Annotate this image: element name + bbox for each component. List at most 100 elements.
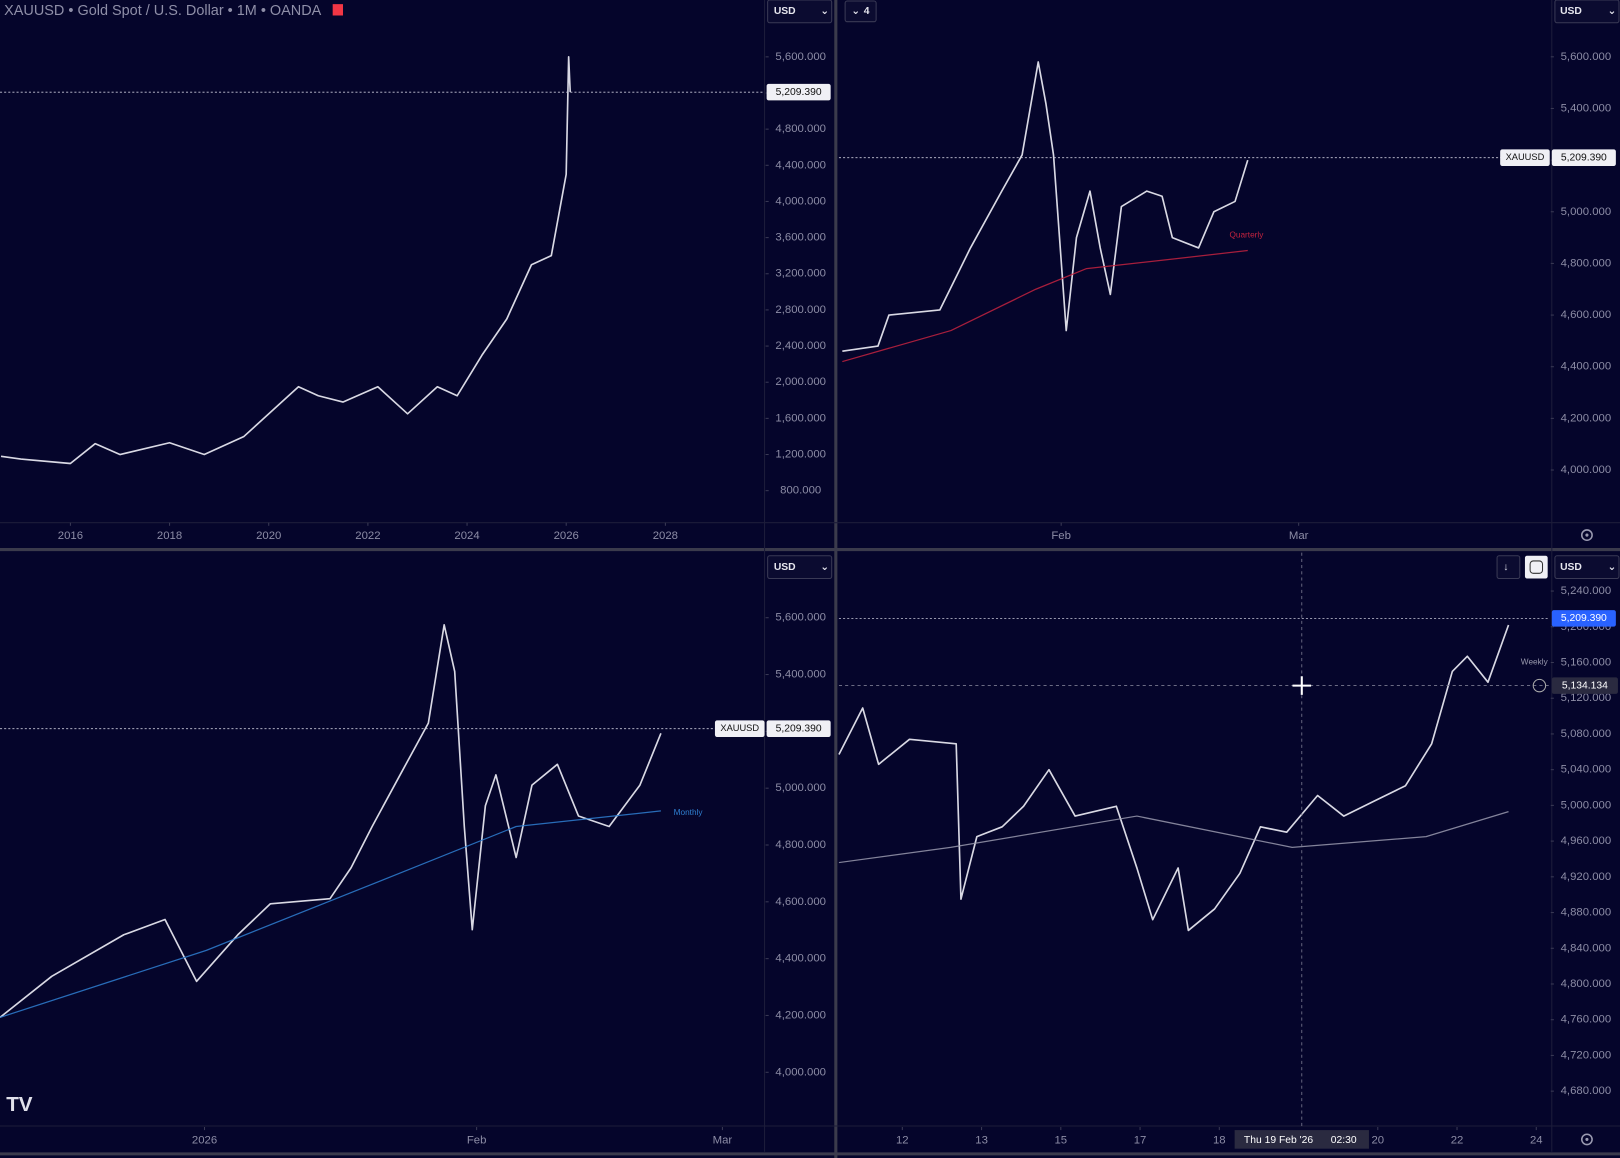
price-line [838,624,1510,932]
y-tick-label: 5,000.000 [1561,206,1612,218]
symbol-title: XAUUSD • Gold Spot / U.S. Dollar • 1M • … [4,3,322,19]
annotation: Monthly [674,808,704,817]
y-tick-label: 4,800.000 [1561,257,1612,269]
layout-button[interactable]: ⌄ 4 [844,0,877,23]
currency-label: USD [774,562,796,573]
crosshair-price-badge [1551,677,1618,694]
y-tick-label: 2,000.000 [775,376,826,388]
currency-label: USD [1560,6,1582,17]
annotation: Weekly [1521,657,1549,666]
y-tick-label: 1,600.000 [775,412,826,424]
y-tick-label: 4,600.000 [775,896,826,908]
currency-button[interactable]: USD ⌄ [1554,0,1620,24]
y-tick-label: 4,840.000 [1561,942,1612,954]
x-tick-label: 2028 [653,530,678,542]
svg-text:↓: ↓ [1503,562,1508,573]
y-tick-label: 4,760.000 [1561,1014,1612,1026]
svg-text:⌄: ⌄ [851,6,860,17]
price-line [0,55,572,465]
currency-button[interactable]: USD ⌄ [1554,555,1620,579]
y-tick-label: 4,000.000 [775,195,826,207]
y-tick-label: 4,200.000 [775,1009,826,1021]
currency-button[interactable]: USD ⌄ [767,0,833,24]
crosshair-time-label: 02:30 [1331,1135,1357,1146]
price-badge [766,720,831,737]
x-tick-label: 22 [1451,1134,1464,1146]
y-tick-label: 5,600.000 [1561,51,1612,63]
x-tick-label: 2026 [192,1134,217,1146]
flag-icon[interactable] [332,4,344,16]
svg-text:⌄: ⌄ [820,562,829,573]
x-tick-label: Mar [1289,530,1309,542]
sync-button[interactable] [1524,555,1548,579]
y-tick-label: 800.000 [780,485,821,497]
symbol-badge [1500,149,1550,166]
y-tick-label: 4,880.000 [1561,907,1612,919]
add-alert-icon [1532,678,1547,693]
x-tick-label: 20 [1371,1134,1384,1146]
y-tick-label: 4,400.000 [775,159,826,171]
y-tick-label: 5,040.000 [1561,764,1612,776]
price-line [0,810,661,1018]
y-tick-label: 3,200.000 [775,268,826,280]
x-tick-label: 2026 [554,530,579,542]
y-tick-label: 4,720.000 [1561,1049,1612,1061]
price-badge [766,83,831,101]
crosshair-date-label: Thu 19 Feb '26 [1244,1135,1313,1146]
price-badge [1551,149,1616,166]
x-tick-label: 17 [1134,1134,1147,1146]
layout-count: 4 [864,6,870,17]
download-button[interactable]: ↓ [1496,555,1521,579]
price-line [842,61,1249,353]
price-badge-label: 5,209.390 [1561,613,1607,624]
x-tick-label: 18 [1213,1134,1226,1146]
svg-text:⌄: ⌄ [1608,562,1617,573]
currency-label: USD [1560,562,1582,573]
annotation: Quarterly [1229,231,1264,240]
svg-text:⌄: ⌄ [1608,6,1617,17]
y-tick-label: 4,400.000 [775,953,826,965]
y-tick-label: 5,000.000 [1561,799,1612,811]
brand-logo: TV [6,1093,33,1116]
price-badge-label: 5,209.390 [1561,152,1607,163]
x-tick-label: 13 [975,1134,988,1146]
price-line [838,811,1509,864]
price-badge-label: 5,209.390 [776,723,822,734]
settings-icon[interactable] [1580,1133,1593,1146]
currency-button[interactable]: USD ⌄ [767,555,833,579]
svg-text:⌄: ⌄ [820,6,829,17]
price-line [0,624,662,1019]
y-tick-label: 4,000.000 [775,1066,826,1078]
price-badge [1551,610,1616,627]
y-tick-label: 4,680.000 [1561,1085,1612,1097]
symbol-badge-label: XAUUSD [720,723,759,733]
y-tick-label: 3,600.000 [775,232,826,244]
y-tick-label: 4,400.000 [1561,361,1612,373]
y-tick-label: 4,200.000 [1561,412,1612,424]
symbol-badge [714,720,765,737]
crosshair-price-label: 5,134.134 [1562,680,1608,691]
y-tick-label: 1,200.000 [775,449,826,461]
y-tick-label: 4,600.000 [1561,309,1612,321]
y-tick-label: 5,600.000 [775,612,826,624]
y-tick-label: 5,600.000 [775,51,826,63]
x-tick-label: 2018 [157,530,182,542]
x-tick-label: 24 [1530,1134,1543,1146]
y-tick-label: 4,960.000 [1561,835,1612,847]
y-tick-label: 2,800.000 [775,304,826,316]
y-tick-label: 4,800.000 [775,123,826,135]
x-tick-label: Mar [713,1134,733,1146]
x-tick-label: 2020 [256,530,281,542]
x-tick-label: 12 [896,1134,909,1146]
y-tick-label: 5,240.000 [1561,585,1612,597]
settings-icon[interactable] [1580,529,1593,542]
y-tick-label: 4,920.000 [1561,871,1612,883]
y-tick-label: 5,160.000 [1561,657,1612,669]
y-tick-label: 4,000.000 [1561,464,1612,476]
price-badge-label: 5,209.390 [776,87,822,98]
x-tick-label: Feb [1051,530,1071,542]
symbol-badge-label: XAUUSD [1506,152,1545,162]
price-line [842,249,1248,363]
